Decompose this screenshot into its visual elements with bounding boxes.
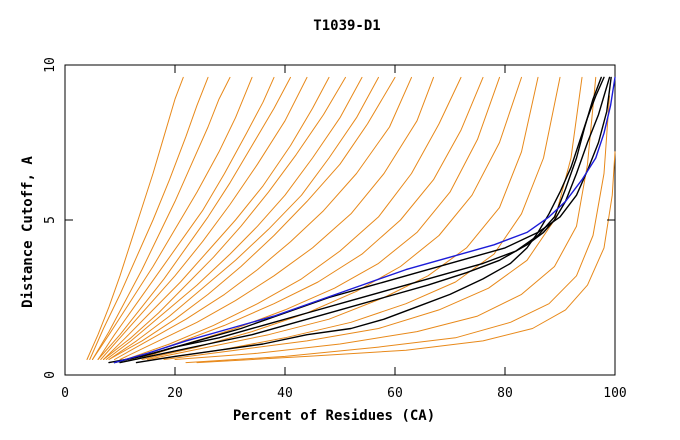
x-tick-label-60: 60 bbox=[387, 386, 403, 401]
series-line-orange-03 bbox=[92, 76, 231, 360]
series-line-orange-14 bbox=[119, 76, 434, 360]
series-line-orange-16 bbox=[130, 76, 484, 360]
series-line-orange-10 bbox=[105, 76, 363, 360]
y-tick-label-0: 0 bbox=[43, 371, 58, 379]
series-line-blue-01 bbox=[113, 76, 616, 364]
series-line-orange-12 bbox=[108, 76, 396, 360]
x-axis-ticks: 0 20 40 60 80 100 bbox=[61, 65, 627, 401]
series-line-orange-06 bbox=[97, 76, 291, 360]
x-tick-label-80: 80 bbox=[497, 386, 513, 401]
y-tick-label-10: 10 bbox=[43, 57, 58, 73]
y-tick-label-5: 5 bbox=[43, 216, 58, 224]
x-tick-label-100: 100 bbox=[603, 386, 626, 401]
series-line-orange-09 bbox=[103, 76, 346, 360]
series-line-orange-23 bbox=[185, 95, 610, 364]
series-line-orange-22 bbox=[174, 76, 597, 360]
x-tick-label-20: 20 bbox=[167, 386, 183, 401]
series-line-orange-13 bbox=[114, 76, 412, 360]
series-line-orange-17 bbox=[136, 76, 500, 360]
series-layer bbox=[86, 76, 616, 364]
series-line-orange-19 bbox=[147, 76, 539, 360]
series-line-black-02 bbox=[119, 76, 611, 364]
x-tick-label-0: 0 bbox=[61, 386, 69, 401]
series-line-orange-24 bbox=[196, 151, 616, 364]
series-line-orange-05 bbox=[97, 76, 275, 360]
series-line-orange-07 bbox=[100, 76, 308, 360]
series-line-orange-11 bbox=[108, 76, 379, 360]
x-tick-label-40: 40 bbox=[277, 386, 293, 401]
series-line-black-04 bbox=[113, 76, 612, 364]
series-line-orange-15 bbox=[125, 76, 462, 360]
series-line-orange-01 bbox=[86, 76, 184, 360]
y-axis-ticks: 0 5 10 bbox=[43, 57, 615, 379]
series-line-orange-04 bbox=[92, 76, 253, 360]
y-axis-label: Distance Cutoff, A bbox=[20, 156, 36, 308]
x-axis-label: Percent of Residues (CA) bbox=[233, 408, 435, 424]
series-line-orange-21 bbox=[163, 76, 583, 360]
series-line-orange-08 bbox=[103, 76, 330, 360]
series-line-black-01 bbox=[108, 76, 602, 364]
chart-title: T1039-D1 bbox=[313, 18, 380, 34]
series-line-black-03 bbox=[135, 76, 605, 364]
series-line-orange-02 bbox=[89, 76, 209, 360]
series-line-orange-20 bbox=[152, 76, 561, 360]
